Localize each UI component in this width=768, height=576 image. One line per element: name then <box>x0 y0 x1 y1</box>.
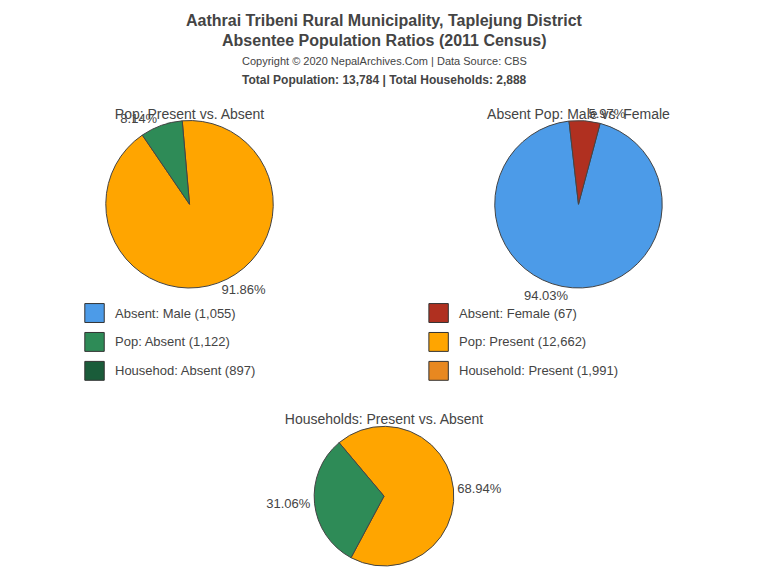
svg-text:Absent Pop: Male vs. Female: Absent Pop: Male vs. Female <box>487 106 670 122</box>
svg-text:Copyright © 2020 NepalArchives: Copyright © 2020 NepalArchives.Com | Dat… <box>242 55 527 67</box>
svg-text:Absent: Male (1,055): Absent: Male (1,055) <box>115 306 236 321</box>
svg-text:5.97%: 5.97% <box>588 106 625 121</box>
svg-text:Absentee Population Ratios (20: Absentee Population Ratios (2011 Census) <box>222 32 547 49</box>
svg-text:Aathrai Tribeni Rural Municipa: Aathrai Tribeni Rural Municipality, Tapl… <box>186 12 583 29</box>
svg-text:8.14%: 8.14% <box>120 111 157 126</box>
svg-text:Total Population: 13,784 | Tot: Total Population: 13,784 | Total Househo… <box>242 73 527 87</box>
svg-text:68.94%: 68.94% <box>457 481 502 496</box>
svg-text:Househod: Absent (897): Househod: Absent (897) <box>115 363 255 378</box>
svg-text:Absent: Female (67): Absent: Female (67) <box>459 306 577 321</box>
svg-text:31.06%: 31.06% <box>266 496 311 511</box>
svg-text:Households: Present vs. Absent: Households: Present vs. Absent <box>285 411 484 427</box>
svg-text:91.86%: 91.86% <box>221 282 266 297</box>
svg-text:94.03%: 94.03% <box>524 288 569 303</box>
svg-text:Pop: Present vs. Absent: Pop: Present vs. Absent <box>115 106 265 122</box>
svg-text:Pop: Present (12,662): Pop: Present (12,662) <box>459 334 586 349</box>
svg-text:Pop: Absent (1,122): Pop: Absent (1,122) <box>115 334 230 349</box>
svg-text:Household: Present (1,991): Household: Present (1,991) <box>459 363 618 378</box>
